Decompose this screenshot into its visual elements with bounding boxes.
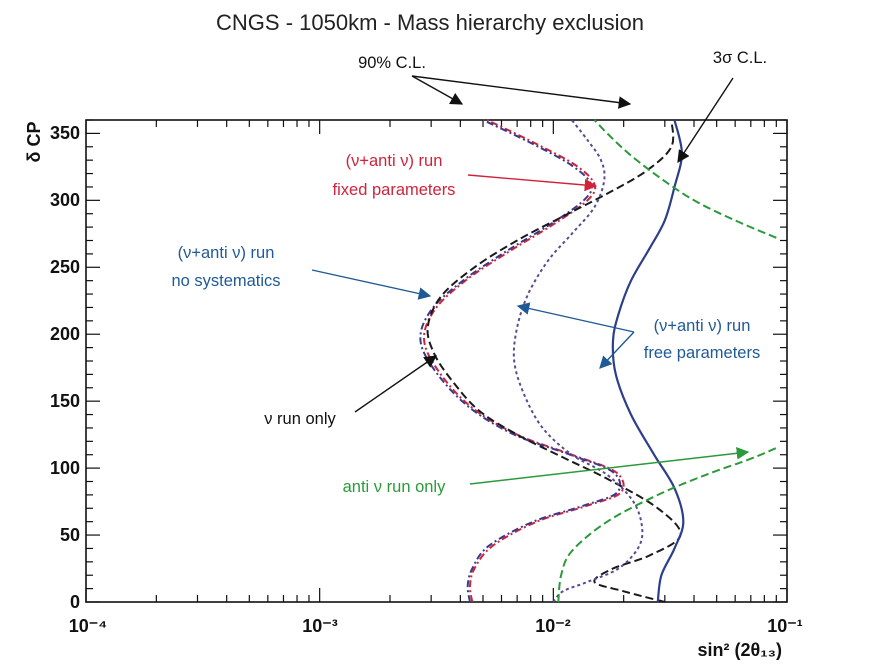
- y-tick-label-0: 0: [70, 592, 80, 612]
- y-tick-label-100: 100: [50, 458, 80, 478]
- annotations: 90% C.L. 3σ C.L. (ν+anti ν) run fixed pa…: [171, 49, 767, 496]
- y-axis-label: δ CP: [24, 122, 44, 163]
- annotation-nu-only: ν run only: [264, 410, 336, 428]
- arrow-free-3sigma: [599, 331, 635, 369]
- series-line-5: [611, 119, 685, 603]
- y-tick-label-300: 300: [50, 190, 80, 210]
- x-tick-label-1e-1: 10⁻¹: [767, 616, 803, 636]
- y-tick-label-250: 250: [50, 257, 80, 277]
- arrow-fixed: [467, 174, 598, 192]
- x-axis-label: sin² (2θ₁₃): [698, 640, 783, 660]
- curves: [419, 119, 777, 603]
- x-tick-labels: 10⁻⁴ 10⁻³ 10⁻² 10⁻¹: [69, 616, 803, 636]
- annotation-nosys-line1: (ν+anti ν) run: [178, 244, 275, 262]
- x-tick-label-1e-3: 10⁻³: [302, 616, 338, 636]
- annotation-90cl: 90% C.L.: [358, 54, 426, 72]
- series-line-6-part-2: [593, 119, 777, 239]
- x-tick-label-1e-4: 10⁻⁴: [69, 616, 107, 636]
- annotation-fixed-line1: (ν+anti ν) run: [346, 152, 443, 170]
- series-line-4: [512, 119, 644, 603]
- chart-title: CNGS - 1050km - Mass hierarchy exclusion: [216, 10, 644, 35]
- y-tick-labels: 0 50 100 150 200 250 300 350: [50, 123, 80, 612]
- x-tick-label-1e-2: 10⁻²: [535, 616, 571, 636]
- arrow-nosys: [311, 269, 432, 300]
- annotation-fixed-line2: fixed parameters: [333, 181, 456, 199]
- y-tick-label-200: 200: [50, 324, 80, 344]
- series-line-2: [419, 119, 622, 603]
- arrow-90cl-left: [411, 75, 464, 105]
- axis-ticks: [85, 119, 788, 603]
- annotation-free-line2: free parameters: [644, 344, 760, 362]
- series-line-3: [426, 119, 682, 603]
- annotation-nosys-line2: no systematics: [171, 272, 280, 290]
- arrow-3sigma: [677, 77, 734, 164]
- series-line-6-part-1: [557, 447, 777, 603]
- arrow-free-90cl: [516, 302, 635, 333]
- arrow-90cl-right: [411, 75, 632, 109]
- y-tick-label-350: 350: [50, 123, 80, 143]
- annotation-antinu-only: anti ν run only: [343, 478, 446, 496]
- annotation-free-line1: (ν+anti ν) run: [654, 317, 751, 335]
- arrow-nu-only: [354, 355, 438, 413]
- annotation-3sigma: 3σ C.L.: [713, 49, 767, 67]
- arrow-antinu-only: [469, 447, 750, 485]
- y-tick-label-150: 150: [50, 391, 80, 411]
- y-tick-label-50: 50: [60, 525, 80, 545]
- series-line-1: [423, 119, 625, 603]
